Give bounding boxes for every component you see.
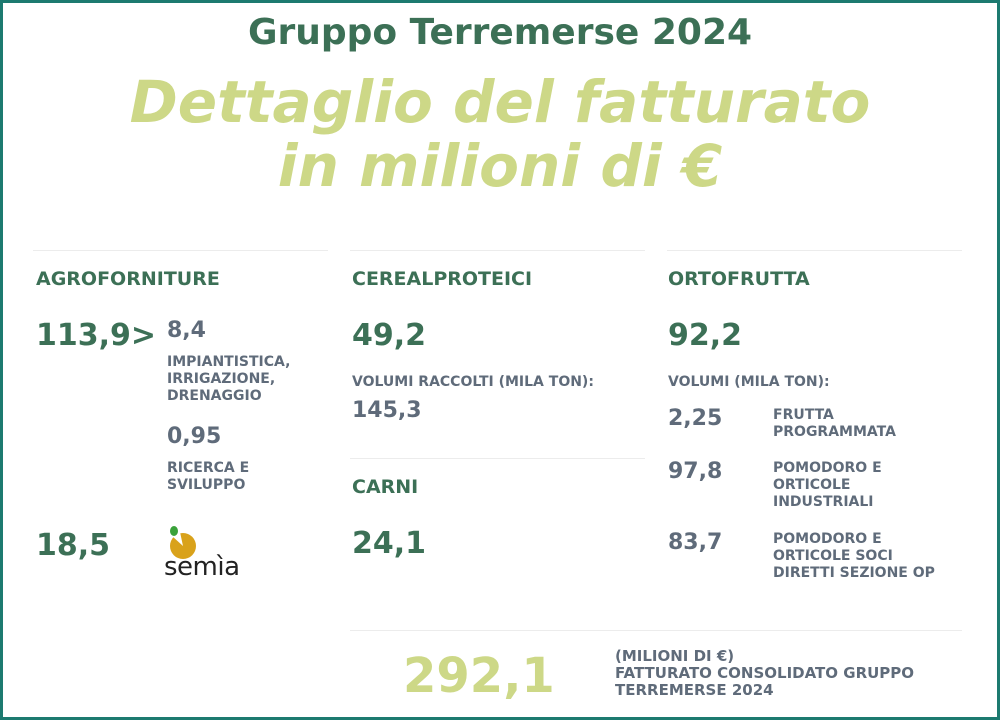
semia-value: 18,5 (36, 528, 111, 563)
cerealproteici-volumes-label: VOLUMI RACCOLTI (MILA TON): (352, 374, 594, 390)
page-subtitle: Dettaglio del fatturato in milioni di € (0, 70, 1000, 198)
ortofrutta-item-label: POMODORO E ORTICOLE INDUSTRIALI (773, 460, 882, 511)
sub2-label: RICERCA E SVILUPPO (167, 460, 249, 494)
divider (667, 250, 962, 251)
ortofrutta-volumes-label: VOLUMI (MILA TON): (668, 374, 830, 390)
subtitle-line-1: Dettaglio del fatturato (129, 68, 871, 136)
cerealproteici-value: 49,2 (352, 318, 427, 353)
divider (33, 250, 328, 251)
label-line: POMODORO E (773, 531, 882, 547)
ortofrutta-heading: ORTOFRUTTA (668, 268, 810, 290)
semia-logo-text: semìa (164, 552, 240, 582)
label-line: DIRETTI SEZIONE OP (773, 565, 935, 581)
subtitle-line-2: in milioni di € (277, 132, 723, 200)
label-line: FATTURATO CONSOLIDATO GRUPPO (615, 664, 915, 682)
label-line: IRRIGAZIONE, (167, 371, 276, 387)
cerealproteici-heading: CEREALPROTEICI (352, 268, 533, 290)
agroforniture-heading: AGROFORNITURE (36, 268, 220, 290)
label-line: TERREMERSE 2024 (615, 681, 774, 699)
total-value: 292,1 (403, 648, 555, 704)
sub1-label: IMPIANTISTICA, IRRIGAZIONE, DRENAGGIO (167, 354, 290, 405)
total-label: (MILIONI DI €) FATTURATO CONSOLIDATO GRU… (615, 648, 914, 699)
label-line: SVILUPPO (167, 477, 246, 493)
carni-value: 24,1 (352, 526, 427, 561)
ortofrutta-value: 92,2 (668, 318, 743, 353)
page-title: Gruppo Terremerse 2024 (247, 12, 753, 53)
ortofrutta-item-label: POMODORO E ORTICOLE SOCI DIRETTI SEZIONE… (773, 531, 935, 582)
label-line: POMODORO E (773, 460, 882, 476)
cerealproteici-volumes-value: 145,3 (352, 398, 422, 423)
label-line: RICERCA E (167, 460, 250, 476)
ortofrutta-item-value: 2,25 (668, 406, 723, 431)
divider (350, 630, 962, 631)
sub2-value: 0,95 (167, 424, 222, 449)
label-line: ORTICOLE SOCI (773, 548, 893, 564)
ortofrutta-item-label: FRUTTA PROGRAMMATA (773, 407, 896, 441)
sub1-value: 8,4 (167, 318, 206, 343)
label-line: PROGRAMMATA (773, 424, 896, 440)
agroforniture-value: 113,9> (36, 318, 157, 353)
label-line: (MILIONI DI €) (615, 647, 735, 665)
label-line: DRENAGGIO (167, 388, 262, 404)
label-line: IMPIANTISTICA, (167, 354, 291, 370)
carni-heading: CARNI (352, 476, 419, 498)
ortofrutta-item-value: 83,7 (668, 530, 723, 555)
label-line: FRUTTA (773, 407, 834, 423)
divider (350, 250, 645, 251)
divider (350, 458, 645, 459)
label-line: ORTICOLE (773, 477, 851, 493)
semia-logo: semìa (164, 524, 264, 582)
ortofrutta-item-value: 97,8 (668, 459, 723, 484)
label-line: INDUSTRIALI (773, 494, 874, 510)
